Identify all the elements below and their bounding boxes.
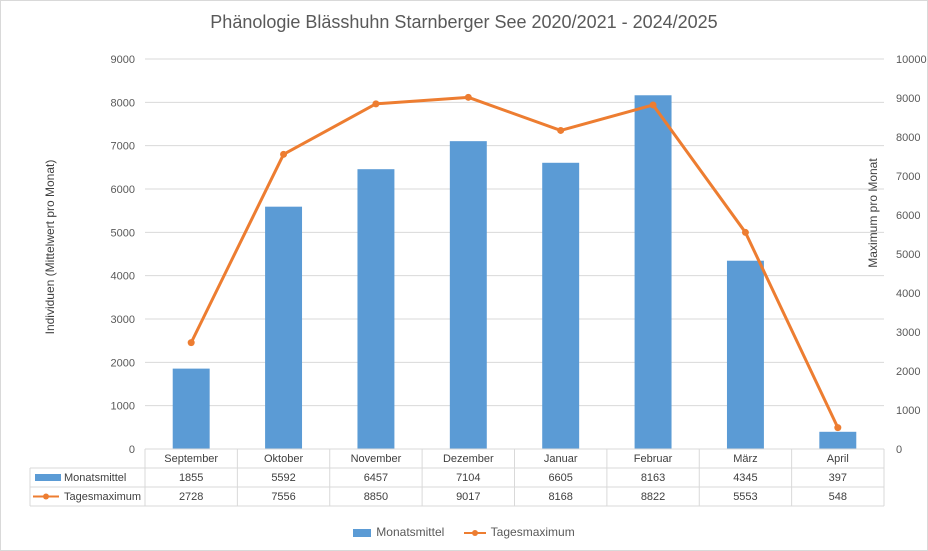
line-point xyxy=(834,424,842,432)
y-tick-right: 4000 xyxy=(896,288,920,300)
y-tick-right: 5000 xyxy=(896,249,920,261)
x-tick-label: Oktober xyxy=(264,453,303,465)
y-tick-left: 7000 xyxy=(111,141,135,153)
legend-bar-swatch xyxy=(353,528,372,537)
legend-line-swatch xyxy=(463,529,486,537)
x-tick-label: April xyxy=(827,453,849,465)
legend-label-tagesmaximum: Tagesmaximum xyxy=(490,524,575,539)
table-cell-value: 9017 xyxy=(456,491,480,503)
table-cell-value: 6457 xyxy=(364,472,388,484)
y-tick-left: 5000 xyxy=(111,227,135,239)
legend-item-monatsmittel: Monatsmittel xyxy=(353,525,444,539)
line-point xyxy=(187,339,195,347)
x-tick-label: März xyxy=(733,453,757,465)
table-cell-value: 5592 xyxy=(271,472,295,484)
table-key-marker xyxy=(43,493,49,500)
y-tick-left: 3000 xyxy=(111,314,135,326)
y-tick-right: 7000 xyxy=(896,171,920,183)
bar xyxy=(819,431,857,449)
legend-label-monatsmittel: Monatsmittel xyxy=(376,524,445,539)
y-tick-right: 6000 xyxy=(896,210,920,222)
table-cell-value: 548 xyxy=(829,491,847,503)
bar xyxy=(726,260,764,449)
line-point xyxy=(741,228,749,236)
table-row-label: Monatsmittel xyxy=(64,472,126,484)
bar xyxy=(542,162,580,450)
line-series-tagesmaximum xyxy=(189,95,840,429)
line-point xyxy=(280,150,288,158)
table-cell-value: 8168 xyxy=(548,491,572,503)
legend: Monatsmittel Tagesmaximum xyxy=(0,524,928,539)
x-tick-label: Dezember xyxy=(443,453,494,465)
y-tick-right: 3000 xyxy=(896,327,920,339)
y-tick-left: 4000 xyxy=(111,271,135,283)
y-tick-right: 0 xyxy=(896,444,902,456)
table-cell-value: 7556 xyxy=(271,491,295,503)
table-row-label: Tagesmaximum xyxy=(64,491,141,503)
bar xyxy=(172,368,210,449)
table-cell-value: 8822 xyxy=(641,491,665,503)
x-tick-label: Februar xyxy=(634,453,673,465)
line-point xyxy=(464,93,472,101)
x-tick-label: Januar xyxy=(544,453,578,465)
y-tick-left: 9000 xyxy=(111,54,135,66)
table-cell-value: 1855 xyxy=(179,472,203,484)
bar xyxy=(634,95,672,450)
line-point xyxy=(557,126,565,134)
table-cell-value: 2728 xyxy=(179,491,203,503)
table-cell-value: 8163 xyxy=(641,472,665,484)
y-tick-right: 10000 xyxy=(896,54,927,66)
y-tick-left: 8000 xyxy=(111,97,135,109)
y-tick-right: 9000 xyxy=(896,93,920,105)
y-tick-left: 6000 xyxy=(111,184,135,196)
bar xyxy=(265,206,303,449)
table-cell-value: 7104 xyxy=(456,472,480,484)
line-point xyxy=(649,101,657,109)
table-cell-value: 5553 xyxy=(733,491,757,503)
y-tick-left: 1000 xyxy=(111,401,135,413)
chart-title: Phänologie Blässhuhn Starnberger See 202… xyxy=(210,12,718,32)
table-cell-value: 397 xyxy=(829,472,847,484)
line-point xyxy=(372,100,380,108)
y-tick-left: 0 xyxy=(129,444,135,456)
table-cell-value: 8850 xyxy=(364,491,388,503)
bar xyxy=(357,169,395,450)
bar xyxy=(449,141,487,449)
x-tick-label: November xyxy=(351,453,402,465)
table-cell-value: 4345 xyxy=(733,472,757,484)
y-tick-right: 8000 xyxy=(896,132,920,144)
x-tick-label: September xyxy=(164,453,218,465)
table-cell-value: 6605 xyxy=(548,472,572,484)
legend-item-tagesmaximum: Tagesmaximum xyxy=(463,524,575,539)
y-tick-left: 2000 xyxy=(111,357,135,369)
y-tick-right: 1000 xyxy=(896,405,920,417)
y-tick-right: 2000 xyxy=(896,366,920,378)
table-key-bar xyxy=(35,474,61,481)
